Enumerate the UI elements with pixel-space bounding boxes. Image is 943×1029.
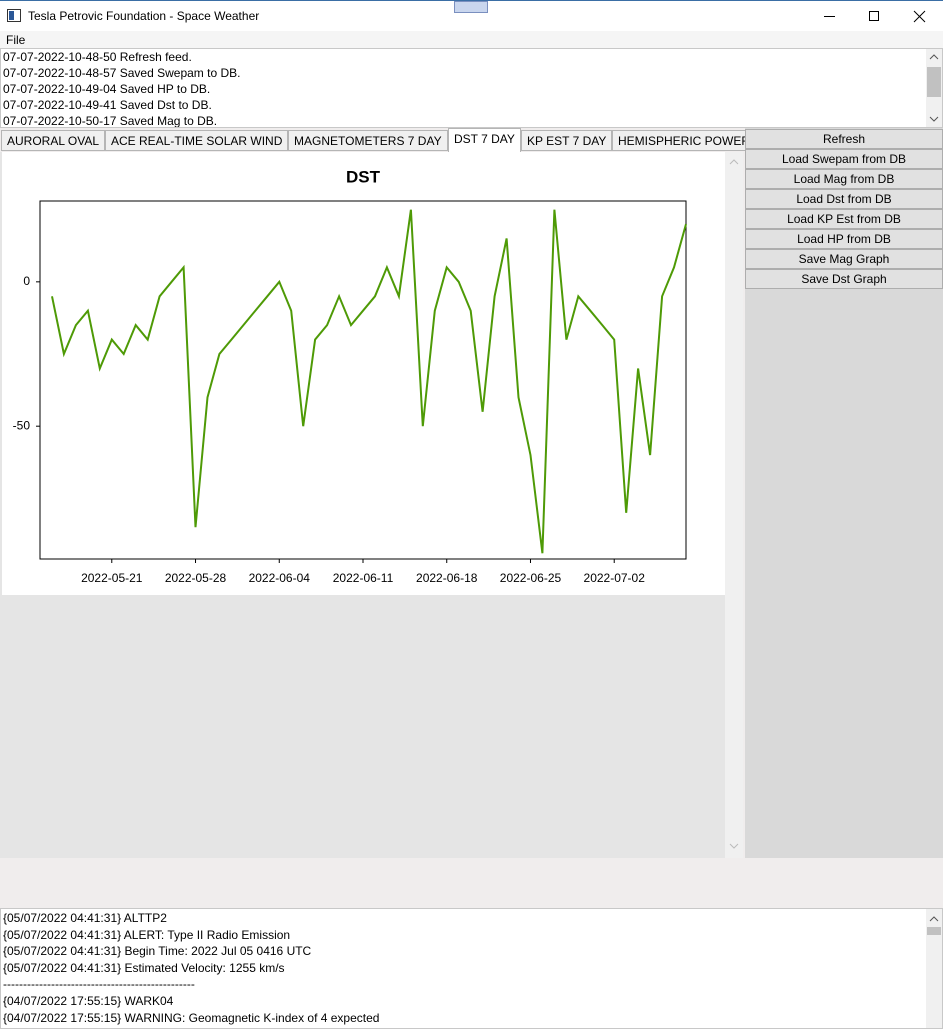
x-tick-label: 2022-06-04 xyxy=(249,571,311,585)
window-title: Tesla Petrovic Foundation - Space Weathe… xyxy=(28,9,260,23)
scrollbar[interactable] xyxy=(926,909,942,1028)
alert-line: {05/07/2022 04:41:31} Begin Time: 2022 J… xyxy=(3,944,312,959)
tab[interactable]: DST 7 DAY xyxy=(448,128,521,152)
scrollbar[interactable] xyxy=(926,49,942,127)
alert-line: {05/07/2022 04:41:31} ALERT: Type II Rad… xyxy=(3,927,291,942)
button[interactable]: Load KP Est from DB xyxy=(745,209,943,229)
x-tick-label: 2022-07-02 xyxy=(584,571,646,585)
log-line: 07-07-2022-10-49-04 Saved HP to DB. xyxy=(3,82,211,96)
dst-chart: DST 0 -50 2022-05-21 2022-05-28 2022-06-04 20… xyxy=(2,152,725,595)
log-textbox[interactable]: 07-07-2022-10-48-50 Refresh feed. 07-07-2… xyxy=(0,48,943,128)
tab[interactable]: MAGNETOMETERS 7 DAY xyxy=(288,130,448,151)
title-bar: Tesla Petrovic Foundation - Space Weathe… xyxy=(0,0,943,31)
y-tick-label: 0 xyxy=(23,274,30,288)
button[interactable]: Load HP from DB xyxy=(745,229,943,249)
window-controls xyxy=(824,10,926,23)
alert-line: ----------------------------------------… xyxy=(3,977,195,992)
x-tick-label: 2022-06-11 xyxy=(333,571,394,585)
log-line: 07-07-2022-10-48-57 Saved Swepam to DB. xyxy=(3,66,241,80)
button[interactable]: Load Swepam from DB xyxy=(745,149,943,169)
chart-background xyxy=(2,152,725,595)
button[interactable]: Save Mag Graph xyxy=(745,249,943,269)
x-tick-label: 2022-05-21 xyxy=(81,571,143,585)
alert-line: {05/07/2022 04:41:31} ALTTP2 xyxy=(3,911,167,925)
button[interactable]: Load Dst from DB xyxy=(745,189,943,209)
menu-file[interactable]: File xyxy=(6,33,26,47)
x-tick-label: 2022-06-25 xyxy=(500,571,562,585)
button[interactable]: Load Mag from DB xyxy=(745,169,943,189)
log-line: 07-07-2022-10-50-17 Saved Mag to DB. xyxy=(3,114,218,128)
maximize-button[interactable] xyxy=(869,11,879,21)
tab[interactable]: AURORAL OVAL xyxy=(1,130,106,151)
alert-line: {04/07/2022 17:55:15} WARK04 xyxy=(3,994,174,1008)
dst-line xyxy=(51,209,687,554)
app-icon xyxy=(7,9,21,22)
alerts-textbox[interactable]: {05/07/2022 04:41:31} ALTTP2 {05/07/2022 … xyxy=(0,908,943,1029)
log-line: 07-07-2022-10-49-41 Saved Dst to DB. xyxy=(3,98,212,112)
menu-bar: File xyxy=(0,31,943,48)
button[interactable]: Save Dst Graph xyxy=(745,269,943,289)
x-tick-label: 2022-05-28 xyxy=(165,571,227,585)
tab[interactable]: HEMISPHERIC POWER xyxy=(612,130,757,151)
alert-line: {05/07/2022 04:41:31} Estimated Velocity… xyxy=(3,960,285,975)
drag-handle[interactable] xyxy=(454,1,488,13)
chart-title: DST xyxy=(346,167,381,186)
alert-line: {04/07/2022 17:55:15} Valid From: 2022 J… xyxy=(3,1027,308,1028)
scrollbar[interactable] xyxy=(725,152,743,858)
button[interactable]: Refresh xyxy=(745,129,943,149)
alert-line: {04/07/2022 17:55:15} WARNING: Geomagnet… xyxy=(3,1010,380,1025)
tab[interactable]: KP EST 7 DAY xyxy=(521,130,613,151)
close-button[interactable] xyxy=(913,10,926,23)
x-tick-label: 2022-06-18 xyxy=(416,571,478,585)
y-tick-label: -50 xyxy=(13,418,31,432)
log-line: 07-07-2022-10-48-50 Refresh feed. xyxy=(3,50,192,64)
tab[interactable]: ACE REAL-TIME SOLAR WIND xyxy=(105,130,289,151)
